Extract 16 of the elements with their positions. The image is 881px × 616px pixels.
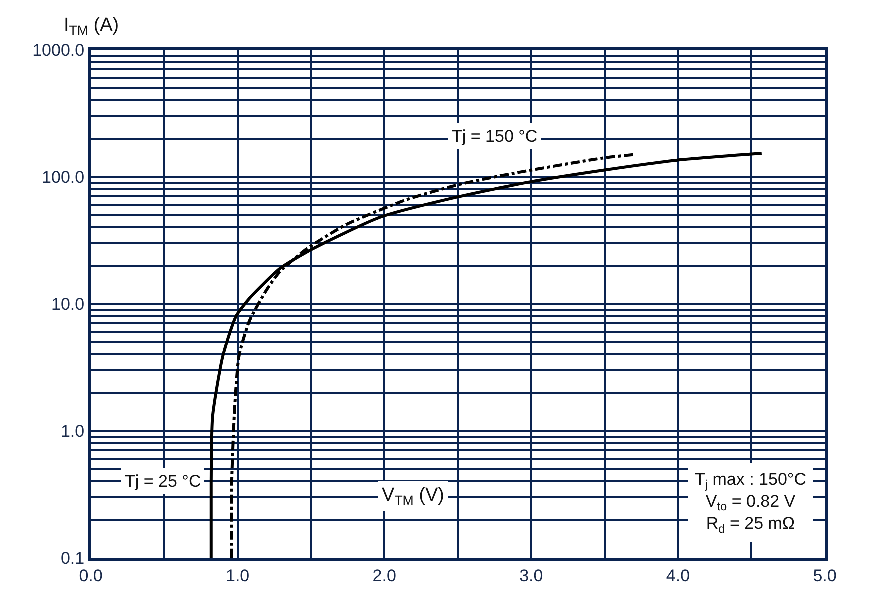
x-tick-label: 0.0 <box>79 566 103 586</box>
y-tick-label: 0.1 <box>60 548 85 568</box>
x-tick-label: 4.0 <box>666 566 690 586</box>
y-tick-label: 100.0 <box>42 168 85 187</box>
x-tick-label: 3.0 <box>520 566 544 586</box>
y-tick-label: 1000.0 <box>32 40 85 60</box>
annotation: Tj = 25 °C <box>125 472 202 491</box>
y-axis-title: I$_{TM}$ (A) <box>64 15 120 38</box>
y-tick-label: 10.0 <box>52 294 85 314</box>
x-tick-label: 5.0 <box>813 566 837 586</box>
text: T$_{j}$ max : 150°C V$_{to}$ = 0.82 V R$_{d}$ = 25 mΩ <box>695 470 806 536</box>
x-axis-title: V$_{TM}$ (V) <box>382 485 444 508</box>
x-tick-label: 2.0 <box>372 566 396 586</box>
annotation: Tj = 150 °C <box>452 127 538 146</box>
x-tick-label: 1.0 <box>226 566 250 586</box>
y-tick-label: 1.0 <box>60 422 85 441</box>
